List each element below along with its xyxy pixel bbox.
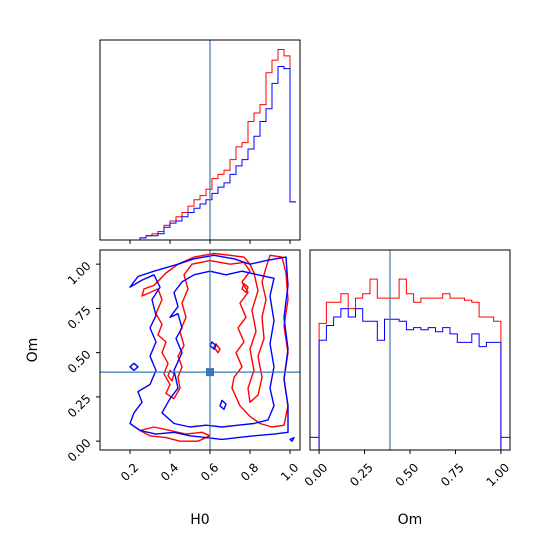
contour-blue-2 (129, 362, 139, 372)
x-axis-label-h0: H0 (190, 512, 209, 528)
truth-marker (206, 368, 214, 377)
om-histogram-series (310, 278, 510, 450)
om-histogram-red (310, 278, 510, 450)
contour-blue-0 (129, 254, 289, 441)
contour-blue-1 (161, 270, 275, 428)
om-histogram-blue (310, 308, 510, 450)
h0-histogram-series (139, 49, 296, 240)
contour-blue-5 (289, 436, 295, 442)
contour-blue-3 (209, 341, 217, 350)
axes-frame (99, 249, 301, 451)
h0-marginal-panel (99, 39, 301, 244)
h0-histogram-blue (139, 66, 296, 240)
contour-red-4 (241, 282, 249, 294)
contour-red-0 (141, 252, 289, 428)
y-axis-label-om: Om (25, 338, 41, 363)
contour-red-3 (213, 343, 221, 354)
axes-frame (99, 39, 301, 241)
contour-red-2 (167, 369, 175, 382)
contour-blue-4 (219, 399, 227, 410)
x-axis-label-om: Om (398, 512, 423, 528)
